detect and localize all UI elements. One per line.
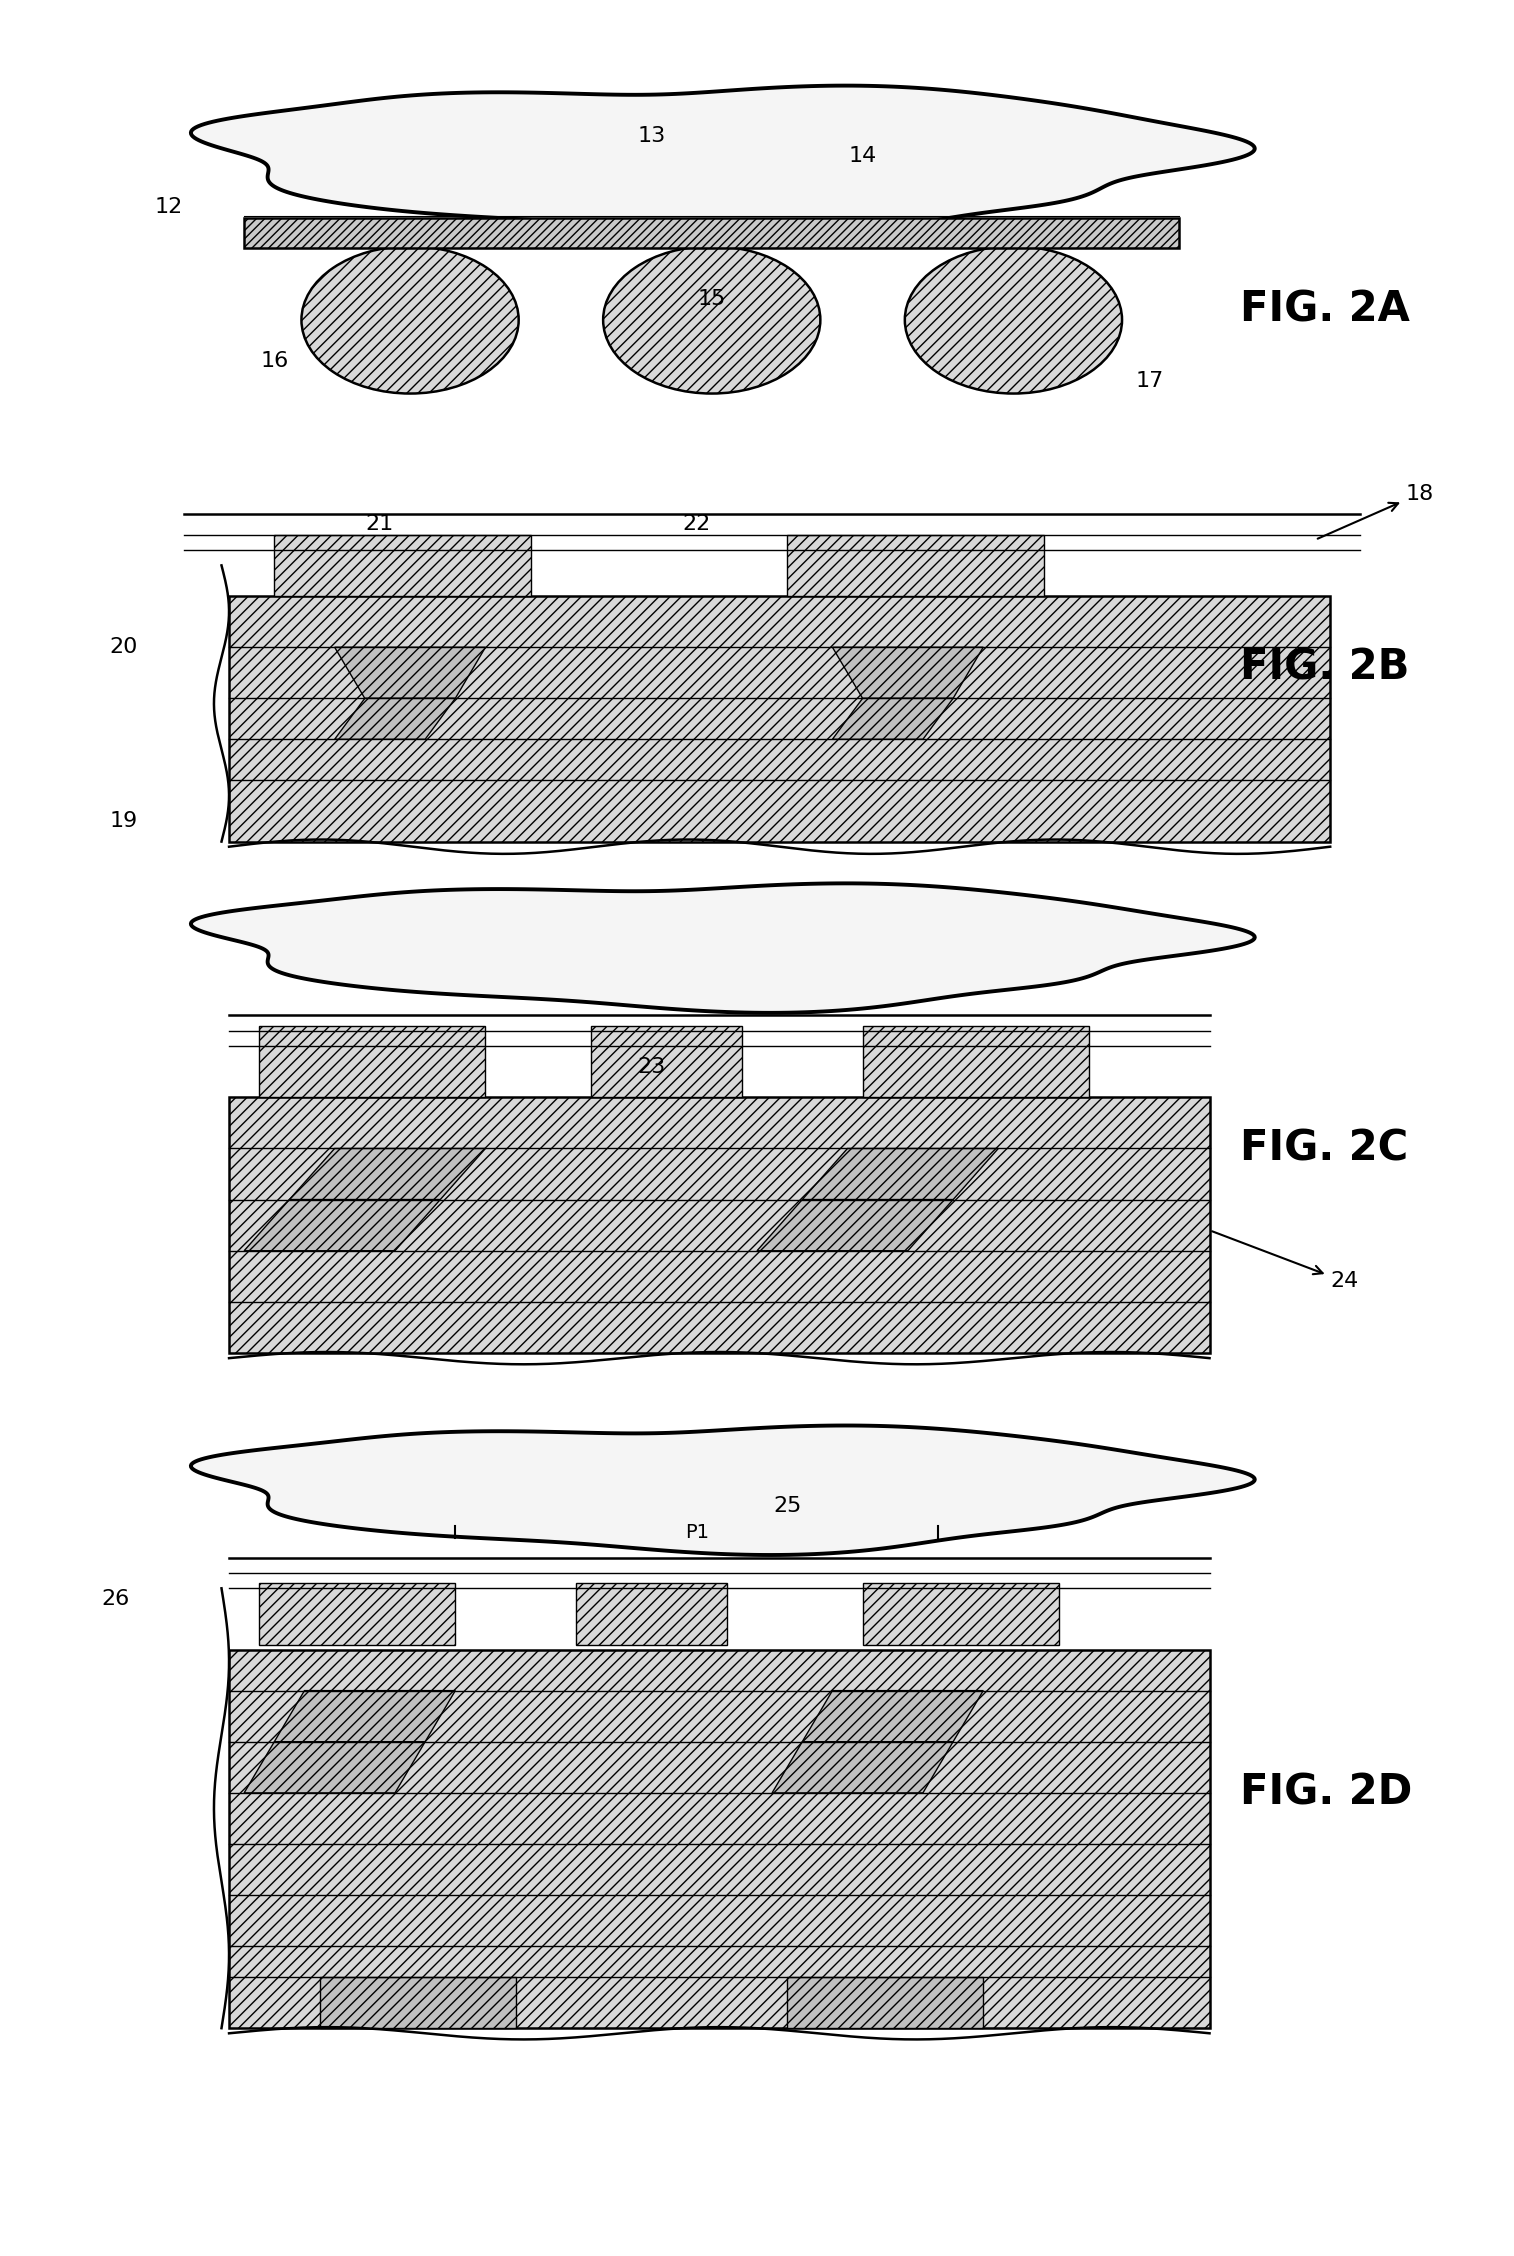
Bar: [787, 535, 1043, 596]
Polygon shape: [335, 647, 486, 699]
Text: 19: 19: [109, 812, 138, 830]
Text: 14: 14: [848, 147, 877, 167]
Bar: [274, 535, 531, 596]
Polygon shape: [772, 1742, 954, 1794]
Circle shape: [301, 246, 519, 393]
Text: 15: 15: [698, 289, 725, 309]
Polygon shape: [244, 1742, 425, 1794]
Bar: [575, 1584, 727, 1645]
Text: 21: 21: [366, 514, 394, 535]
Text: FIG. 2D: FIG. 2D: [1240, 1771, 1413, 1814]
Text: 12: 12: [154, 196, 183, 217]
Polygon shape: [802, 1690, 983, 1742]
Bar: [319, 1976, 516, 2028]
Polygon shape: [802, 1148, 998, 1200]
Circle shape: [603, 246, 821, 393]
Text: P1: P1: [684, 1523, 709, 1541]
Text: FIG. 2B: FIG. 2B: [1240, 647, 1410, 688]
Bar: [863, 1026, 1089, 1096]
Text: 25: 25: [774, 1496, 801, 1516]
Circle shape: [905, 246, 1122, 393]
Polygon shape: [757, 1200, 954, 1250]
Bar: [787, 1976, 983, 2028]
Text: 13: 13: [637, 126, 666, 147]
Bar: [229, 596, 1331, 841]
Polygon shape: [335, 699, 456, 740]
Text: 20: 20: [109, 636, 138, 656]
Polygon shape: [833, 699, 954, 740]
Bar: [590, 1026, 742, 1096]
Text: FIG. 2C: FIG. 2C: [1240, 1128, 1408, 1169]
Text: 23: 23: [637, 1056, 666, 1076]
Text: 18: 18: [1317, 483, 1434, 539]
Text: 24: 24: [1213, 1232, 1358, 1290]
Bar: [259, 1026, 486, 1096]
Bar: [244, 217, 1179, 248]
Text: 16: 16: [260, 350, 289, 370]
Polygon shape: [191, 1426, 1255, 1554]
Text: 17: 17: [1136, 372, 1163, 390]
Polygon shape: [191, 86, 1255, 237]
Bar: [229, 1096, 1210, 1354]
Bar: [259, 1584, 456, 1645]
Text: 22: 22: [683, 514, 710, 535]
Text: 26: 26: [101, 1588, 130, 1609]
Polygon shape: [191, 884, 1255, 1013]
Text: FIG. 2A: FIG. 2A: [1240, 289, 1410, 332]
Bar: [863, 1584, 1058, 1645]
Polygon shape: [289, 1148, 486, 1200]
Bar: [229, 1649, 1210, 2028]
Polygon shape: [244, 1200, 441, 1250]
Polygon shape: [833, 647, 983, 699]
Polygon shape: [274, 1690, 456, 1742]
